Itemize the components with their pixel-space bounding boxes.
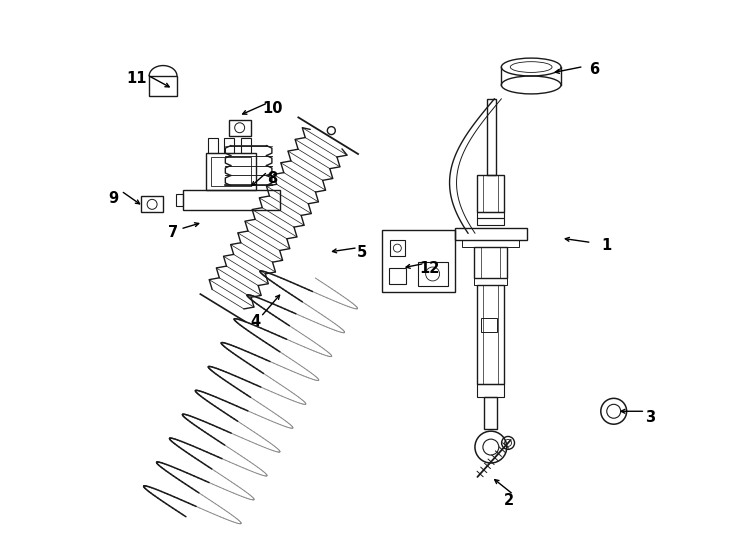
Text: 12: 12 bbox=[420, 260, 440, 275]
Text: 1: 1 bbox=[602, 238, 612, 253]
Text: 5: 5 bbox=[357, 245, 367, 260]
Text: 3: 3 bbox=[645, 410, 655, 425]
Text: 4: 4 bbox=[250, 314, 261, 329]
Text: 2: 2 bbox=[504, 494, 515, 508]
Text: 9: 9 bbox=[108, 191, 118, 206]
Text: 11: 11 bbox=[126, 71, 147, 86]
Text: 6: 6 bbox=[589, 62, 599, 77]
Text: 7: 7 bbox=[168, 225, 178, 240]
Text: 8: 8 bbox=[267, 171, 277, 186]
Text: 10: 10 bbox=[262, 102, 283, 116]
